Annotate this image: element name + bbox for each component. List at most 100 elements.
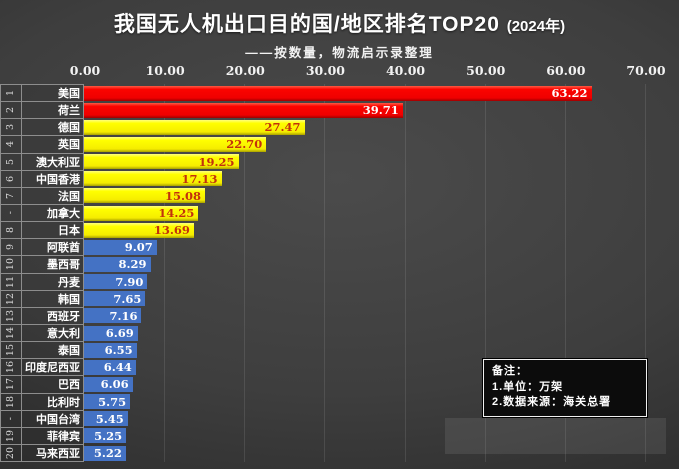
bar-value-label: 7.90 — [115, 274, 144, 289]
bar-track: 39.71 — [84, 101, 646, 119]
note-line: 1.单位：万架 — [492, 380, 564, 393]
rank-cell: 13 — [0, 306, 22, 325]
rank-label: 3 — [5, 124, 17, 131]
gridline — [564, 84, 566, 462]
rank-label: 8 — [5, 227, 17, 234]
rank-label: 19 — [5, 429, 17, 442]
rank-label: 14 — [5, 326, 17, 340]
rank-cell: 2 — [0, 101, 22, 120]
chart-row: 8 日本 13.69 — [0, 221, 679, 240]
bar-track: 5.22 — [84, 444, 646, 462]
bar: 17.13 — [84, 171, 222, 187]
bar: 27.47 — [84, 119, 305, 135]
chart-title: 我国无人机出口目的国/地区排名TOP20 (2024年) — [0, 8, 679, 38]
chart-row: 12 韩国 7.65 — [0, 289, 679, 308]
rank-cell: 19 — [0, 426, 22, 445]
bar-track: 14.25 — [84, 204, 646, 222]
rank-cell: 1 — [0, 84, 22, 103]
chart-row: - 加拿大 14.25 — [0, 203, 679, 223]
bar-track: 7.90 — [84, 273, 646, 291]
rank-label: 2 — [5, 107, 17, 114]
rank-cell: - — [0, 203, 22, 223]
bar: 7.90 — [84, 274, 148, 290]
bar-value-label: 6.06 — [100, 377, 129, 392]
rank-cell: 15 — [0, 341, 22, 360]
rank-cell: 17 — [0, 375, 22, 394]
axis-tick-label: 30.00 — [305, 63, 345, 78]
x-axis: 0.00 10.00 20.00 30.00 40.00 50.00 60.00 70.00 — [0, 63, 679, 80]
rank-cell: 6 — [0, 169, 22, 188]
bar-track: 6.06 — [84, 375, 646, 393]
country-label: 法国 — [21, 186, 84, 205]
watermark-cover — [445, 418, 666, 454]
rank-label: 9 — [5, 244, 17, 251]
bar-value-label: 5.45 — [95, 411, 124, 426]
rank-cell: 3 — [0, 118, 22, 137]
bar: 9.07 — [84, 239, 157, 255]
bar-value-label: 27.47 — [264, 120, 301, 135]
bar-track: 9.07 — [84, 238, 646, 256]
axis-tick-label: 70.00 — [626, 63, 666, 78]
gridline — [404, 84, 406, 462]
bar: 6.69 — [84, 325, 138, 341]
bar-value-label: 13.69 — [153, 223, 190, 238]
rank-cell: 12 — [0, 289, 22, 308]
chart-row: 17 巴西 6.06 — [0, 375, 679, 394]
bar-track: 5.45 — [84, 410, 646, 428]
rank-cell: 16 — [0, 358, 22, 377]
bar-track: 6.69 — [84, 324, 646, 342]
chart-row: 11 丹麦 7.90 — [0, 272, 679, 291]
chart-row: 10 墨西哥 8.29 — [0, 255, 679, 274]
bar: 14.25 — [84, 205, 199, 221]
bar-track: 6.55 — [84, 341, 646, 359]
country-label: 德国 — [21, 118, 84, 137]
bar: 6.55 — [84, 342, 137, 358]
rank-label: 5 — [5, 158, 17, 165]
bar-value-label: 6.44 — [103, 360, 132, 375]
country-label: 比利时 — [21, 392, 84, 411]
bar: 7.16 — [84, 308, 142, 324]
rank-cell: 10 — [0, 255, 22, 274]
bar: 13.69 — [84, 222, 194, 238]
rank-label: 13 — [5, 309, 17, 322]
axis-tick-label: 40.00 — [385, 63, 426, 78]
rank-label: 1 — [5, 90, 17, 97]
rank-label: 4 — [5, 141, 17, 148]
bar-value-label: 8.29 — [118, 257, 147, 272]
bar-value-label: 17.13 — [181, 171, 218, 186]
rank-label: 17 — [5, 378, 17, 391]
chart-row: 19 菲律宾 5.25 — [0, 426, 679, 445]
gridline — [645, 84, 646, 462]
bar-value-label: 5.75 — [98, 394, 127, 409]
country-label: 阿联酋 — [21, 238, 84, 257]
rank-label: 20 — [5, 446, 17, 460]
bar-track: 15.08 — [84, 187, 646, 205]
chart-row: 15 泰国 6.55 — [0, 341, 679, 360]
country-label: 中国台湾 — [21, 409, 84, 428]
bar-track: 7.65 — [84, 290, 646, 308]
country-label: 印度尼西亚 — [21, 358, 84, 377]
rank-label: 6 — [5, 175, 17, 182]
bar-track: 27.47 — [84, 118, 646, 136]
bar-value-label: 9.07 — [124, 240, 153, 255]
gridline — [164, 84, 166, 462]
bar: 8.29 — [84, 256, 151, 272]
bar-track: 19.25 — [84, 153, 646, 171]
bar-value-label: 7.65 — [113, 291, 142, 306]
rank-label: 12 — [5, 292, 17, 305]
plot-area: 1 美国 63.22 2 荷兰 39.71 3 德国 27.47 4 英国 22.70 5 澳大利亚 19.… — [0, 84, 679, 463]
chart-title-year: (2024年) — [506, 18, 566, 35]
bar-track: 17.13 — [84, 170, 646, 188]
note-line: 备注： — [492, 365, 528, 377]
note-box: 备注： 1.单位：万架 2.数据来源：海关总署 — [483, 359, 647, 417]
bar: 5.22 — [84, 445, 126, 461]
rank-cell: 4 — [0, 135, 22, 154]
country-label: 荷兰 — [21, 101, 84, 120]
country-label: 韩国 — [21, 289, 84, 308]
chart-row: 16 印度尼西亚 6.44 — [0, 358, 679, 377]
country-label: 泰国 — [21, 341, 84, 360]
axis-tick-label: 50.00 — [466, 63, 506, 78]
bar-track: 6.44 — [84, 358, 646, 376]
rank-label: 15 — [5, 344, 17, 357]
bar-value-label: 5.22 — [93, 446, 122, 461]
